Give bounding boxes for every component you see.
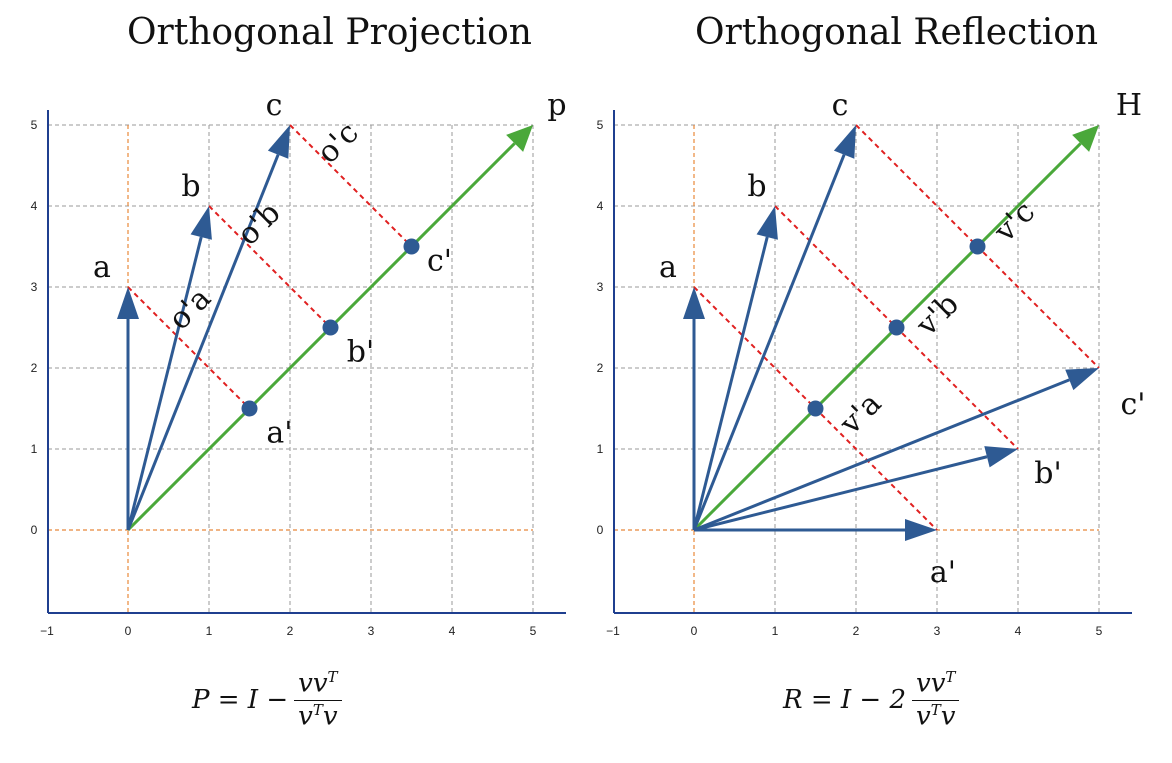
projection-label-a: a bbox=[93, 250, 111, 285]
reflection-vector-b-shaft bbox=[692, 236, 769, 531]
reflection-vector-reflected-2-head bbox=[1065, 368, 1099, 391]
reflection-line-h-head bbox=[1072, 125, 1099, 152]
projection-residual-line-2 bbox=[289, 124, 413, 248]
reflection-xtick-label: 5 bbox=[1096, 624, 1103, 638]
projection-line-label: p bbox=[547, 88, 566, 123]
reflection-label-c: c bbox=[832, 88, 849, 123]
reflection-vector-reflected-2-shaft bbox=[693, 378, 1070, 532]
reflection-vector-reflected-1-shaft bbox=[693, 455, 988, 532]
reflection-label-a: a bbox=[659, 250, 677, 285]
reflection-vector-c-head bbox=[833, 125, 856, 159]
projection-vector-a-head bbox=[117, 287, 139, 319]
projection-vector-c-shaft bbox=[126, 154, 280, 531]
projection-residual-label-2: o'c bbox=[310, 115, 365, 170]
reflection-ytick-label: 0 bbox=[597, 523, 604, 537]
projection-xtick-label: −1 bbox=[40, 624, 54, 638]
projection-formula-numerator: vvT bbox=[294, 668, 342, 701]
reflection-ytick-label: 5 bbox=[597, 118, 604, 132]
projection-formula-lhs: P = I − bbox=[192, 685, 289, 716]
projection-ytick-label: 2 bbox=[31, 361, 38, 375]
projection-ytick-label: 3 bbox=[31, 280, 38, 294]
reflection-point-label-1: b' bbox=[1034, 456, 1061, 491]
projection-formula: P = I − vvT vTv bbox=[192, 668, 342, 733]
projection-point-2 bbox=[403, 238, 420, 255]
reflection-line-h-shaft bbox=[692, 142, 1082, 532]
reflection-xtick-label: 4 bbox=[1015, 624, 1022, 638]
reflection-title: Orthogonal Reflection bbox=[695, 12, 1099, 53]
projection-vector-b-head bbox=[190, 206, 212, 240]
reflection-xtick-label: 0 bbox=[691, 624, 698, 638]
projection-residual-line-1 bbox=[208, 205, 332, 329]
projection-point-0 bbox=[241, 400, 258, 417]
projection-xtick-label: 4 bbox=[449, 624, 456, 638]
reflection-ytick-label: 4 bbox=[597, 199, 604, 213]
reflection-ytick-label: 2 bbox=[597, 361, 604, 375]
reflection-ytick-label: 3 bbox=[597, 280, 604, 294]
reflection-formula-numerator: vvT bbox=[912, 668, 960, 701]
projection-line-p-head bbox=[506, 125, 533, 152]
reflection-line-label: H bbox=[1116, 88, 1142, 123]
projection-ytick-label: 1 bbox=[31, 442, 38, 456]
projection-point-label-0: a' bbox=[266, 416, 292, 451]
reflection-xtick-label: 3 bbox=[934, 624, 941, 638]
projection-xtick-label: 3 bbox=[368, 624, 375, 638]
reflection-label-b: b bbox=[747, 169, 766, 204]
reflection-xtick-label: 2 bbox=[853, 624, 860, 638]
reflection-vector-reflected-0-head bbox=[905, 519, 937, 541]
projection-vector-c-head bbox=[267, 125, 290, 159]
projection-residual-label-1: o'b bbox=[231, 196, 288, 253]
projection-residual-line-0 bbox=[127, 286, 251, 410]
reflection-xtick-label: −1 bbox=[606, 624, 620, 638]
projection-xtick-label: 2 bbox=[287, 624, 294, 638]
projection-ytick-label: 4 bbox=[31, 199, 38, 213]
projection-formula-fraction: vvT vTv bbox=[294, 668, 342, 733]
projection-xtick-label: 0 bbox=[125, 624, 132, 638]
projection-xtick-label: 1 bbox=[206, 624, 213, 638]
reflection-midpoint-2 bbox=[969, 238, 986, 255]
reflection-vector-c-shaft bbox=[692, 154, 846, 531]
projection-title: Orthogonal Projection bbox=[127, 12, 532, 53]
reflection-distance-label-2: v'c bbox=[987, 195, 1042, 250]
reflection-formula-fraction: vvT vTv bbox=[912, 668, 960, 733]
projection-formula-denominator: vTv bbox=[298, 700, 338, 732]
projection-line-p-shaft bbox=[126, 142, 516, 532]
reflection-vector-reflected-1-head bbox=[984, 446, 1018, 468]
reflection-ytick-label: 1 bbox=[597, 442, 604, 456]
reflection-xtick-label: 1 bbox=[772, 624, 779, 638]
reflection-distance-label-1: v'b bbox=[909, 287, 966, 344]
reflection-midpoint-0 bbox=[807, 400, 824, 417]
reflection-vector-a-head bbox=[683, 287, 705, 319]
projection-ytick-label: 5 bbox=[31, 118, 38, 132]
projection-label-b: b bbox=[181, 169, 200, 204]
projection-point-label-1: b' bbox=[347, 335, 374, 370]
projection-ytick-label: 0 bbox=[31, 523, 38, 537]
projection-label-c: c bbox=[266, 88, 283, 123]
projection-point-1 bbox=[322, 319, 339, 336]
reflection-midpoint-1 bbox=[888, 319, 905, 336]
reflection-formula-denominator: vTv bbox=[916, 700, 956, 732]
reflection-formula: R = I − 2 vvT vTv bbox=[783, 668, 960, 733]
reflection-point-label-0: a' bbox=[930, 555, 956, 590]
reflection-vector-b-head bbox=[756, 206, 778, 240]
reflection-point-label-2: c' bbox=[1120, 387, 1145, 422]
projection-vector-b-shaft bbox=[126, 236, 203, 531]
projection-point-label-2: c' bbox=[427, 244, 452, 279]
projection-xtick-label: 5 bbox=[530, 624, 537, 638]
reflection-formula-lhs: R = I − 2 bbox=[783, 685, 907, 716]
